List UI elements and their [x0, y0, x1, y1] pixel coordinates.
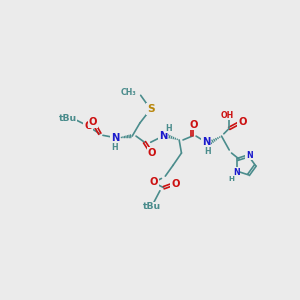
Text: N: N: [246, 151, 253, 160]
Text: H: H: [204, 147, 211, 156]
Text: O: O: [148, 148, 157, 158]
Text: O: O: [190, 119, 198, 130]
Text: O: O: [84, 121, 93, 131]
Text: OH: OH: [221, 111, 234, 120]
Text: O: O: [171, 179, 180, 189]
Text: N: N: [159, 131, 167, 141]
Text: H: H: [111, 143, 118, 152]
Text: O: O: [238, 117, 247, 127]
Text: tBu: tBu: [58, 114, 76, 123]
Text: N: N: [233, 167, 240, 176]
Text: H: H: [228, 176, 234, 182]
Text: S: S: [147, 104, 154, 114]
Text: CH₃: CH₃: [121, 88, 137, 98]
Text: tBu: tBu: [142, 202, 160, 211]
Text: H: H: [165, 124, 172, 133]
Text: O: O: [89, 117, 97, 127]
Text: N: N: [202, 137, 210, 147]
Text: N: N: [111, 133, 119, 142]
Text: O: O: [149, 177, 158, 187]
